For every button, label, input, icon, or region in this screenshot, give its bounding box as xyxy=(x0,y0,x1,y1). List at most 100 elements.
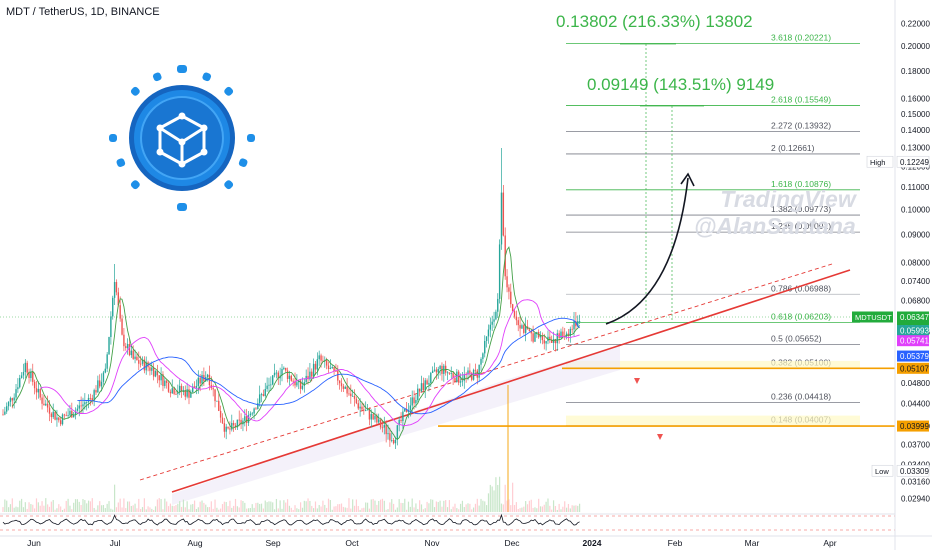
volume-bar xyxy=(121,507,123,512)
volume-bar xyxy=(65,500,67,512)
candle-body xyxy=(58,417,60,421)
candle-body xyxy=(54,411,56,420)
candle-body xyxy=(342,386,345,389)
volume-bar xyxy=(169,503,171,512)
candle-body xyxy=(551,339,553,343)
price-badge xyxy=(897,420,929,432)
volume-bar xyxy=(154,506,157,512)
time-axis[interactable]: Jun Jul Aug Sep Oct Nov Dec 2024 Feb Mar Apr xyxy=(0,535,932,548)
volume-bar xyxy=(577,505,579,512)
candle-body xyxy=(173,388,175,394)
volume-bar xyxy=(340,503,343,512)
volume-bar xyxy=(212,508,214,512)
volume-bar xyxy=(22,507,25,512)
volume-bar xyxy=(188,509,190,512)
candle-body xyxy=(180,385,183,392)
volume-bar xyxy=(54,509,56,512)
volume-bar xyxy=(489,484,491,512)
price-axis[interactable]: 0.22000 0.20000 0.18000 0.16000 0.15000 0.140… xyxy=(852,0,932,550)
volume-bar xyxy=(69,505,71,512)
candle-body xyxy=(387,433,389,435)
candle-body xyxy=(495,311,497,320)
volume-bar xyxy=(15,506,17,512)
watermark-line2: @AlanSantana xyxy=(694,213,856,239)
volume-bar xyxy=(281,508,283,512)
volume-bar xyxy=(409,506,411,512)
volume-bar xyxy=(275,498,278,512)
candle-body xyxy=(87,397,90,402)
candle-body xyxy=(355,398,358,404)
volume-bar xyxy=(506,500,508,512)
volume-bar xyxy=(112,509,114,512)
volume-bar xyxy=(149,507,151,512)
candle-body xyxy=(415,400,417,404)
candle-body xyxy=(48,407,51,414)
volume-bar xyxy=(179,501,181,512)
volume-bar xyxy=(221,504,224,512)
oscillator-line xyxy=(2,513,580,526)
volume-bar xyxy=(253,507,255,512)
volume-bar xyxy=(93,507,95,512)
candle-body xyxy=(379,419,382,428)
volume-bar xyxy=(95,509,97,512)
volume-bar xyxy=(123,498,125,512)
candle-body xyxy=(89,397,92,399)
volume-bar xyxy=(309,500,311,512)
ma-mid-line xyxy=(40,299,580,426)
time-tick-label: Feb xyxy=(668,538,683,548)
volume-bar xyxy=(327,498,330,512)
candle-body xyxy=(22,371,25,376)
volume-bar xyxy=(521,507,523,512)
volume-bar xyxy=(171,505,173,512)
volume-bar xyxy=(391,499,393,512)
candle-body xyxy=(365,410,367,411)
volume-bar xyxy=(565,507,568,512)
volume-bar xyxy=(104,508,106,512)
volume-bar xyxy=(106,503,108,512)
candle-body xyxy=(97,380,99,393)
candle-body xyxy=(350,393,352,397)
candle-body xyxy=(102,372,105,382)
volume-bar xyxy=(140,508,142,512)
candle-body xyxy=(497,298,499,312)
volume-bar xyxy=(162,509,164,512)
volume-bar xyxy=(84,500,86,512)
candle-body xyxy=(139,363,142,365)
candle-body xyxy=(573,321,575,330)
candle-body xyxy=(422,383,425,391)
time-tick-label: Dec xyxy=(504,538,520,548)
volume-bar xyxy=(554,506,557,512)
fib-band xyxy=(566,415,860,426)
volume-bar xyxy=(9,504,12,512)
candle-body xyxy=(353,395,356,399)
candle-body xyxy=(32,371,34,382)
volume-bar xyxy=(339,504,341,512)
volume-bar xyxy=(158,498,160,512)
volume-bar xyxy=(448,500,450,512)
candle-body xyxy=(143,359,146,371)
candle-body xyxy=(543,340,545,344)
candle-body xyxy=(439,365,441,370)
candle-body xyxy=(325,360,328,366)
candle-body xyxy=(39,388,41,398)
candle-body xyxy=(534,332,536,342)
volume-bar xyxy=(344,507,346,512)
candle-body xyxy=(219,410,222,418)
volume-bar xyxy=(268,501,270,512)
candle-body xyxy=(108,337,110,355)
candle-body xyxy=(361,406,363,410)
candle-body xyxy=(471,372,473,380)
volume-bar xyxy=(420,504,423,512)
volume-bar xyxy=(469,503,471,512)
volume-bar xyxy=(320,506,322,512)
time-tick-label: 2024 xyxy=(583,538,602,548)
time-tick-label: Aug xyxy=(187,538,202,548)
candle-body xyxy=(236,419,239,428)
candle-body xyxy=(141,359,144,364)
price-badge xyxy=(897,325,929,337)
volume-bar xyxy=(71,509,73,512)
volume-bar xyxy=(552,500,555,512)
volume-bar xyxy=(30,504,32,512)
candle-body xyxy=(13,397,15,401)
